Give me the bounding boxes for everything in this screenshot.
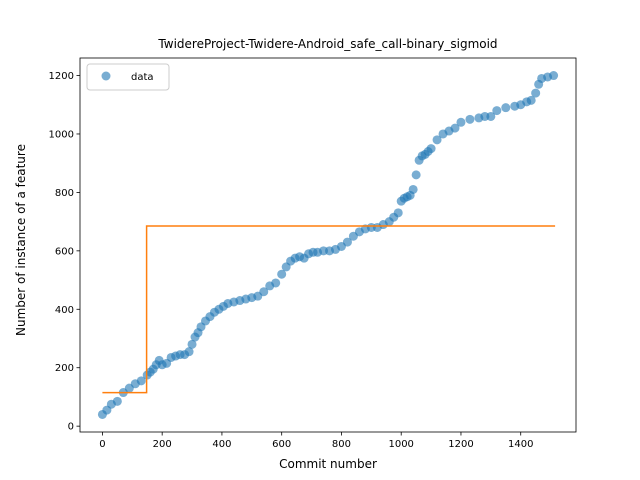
x-tick-label: 0 xyxy=(99,439,105,450)
chart-title: TwidereProject-Twidere-Android_safe_call… xyxy=(157,37,497,51)
y-tick-label: 800 xyxy=(55,188,74,199)
data-point xyxy=(486,111,496,121)
data-point xyxy=(526,95,536,105)
data-point xyxy=(465,114,475,124)
plot-area xyxy=(79,57,577,433)
y-tick-label: 400 xyxy=(55,305,74,316)
data-point xyxy=(277,269,287,279)
legend-label: data xyxy=(131,72,154,83)
data-point xyxy=(411,170,421,180)
data-point xyxy=(259,287,269,297)
x-tick-label: 1200 xyxy=(448,439,473,450)
x-tick-label: 600 xyxy=(272,439,291,450)
data-point xyxy=(187,339,197,349)
x-tick-label: 400 xyxy=(212,439,231,450)
x-axis: 0 200 400 600 800 1000 1200 1400 xyxy=(99,432,533,450)
data-point xyxy=(531,88,541,98)
data-point xyxy=(549,71,559,81)
y-tick-label: 1000 xyxy=(49,129,74,140)
x-tick-label: 200 xyxy=(153,439,172,450)
legend: data xyxy=(86,63,170,91)
x-axis-label: Commit number xyxy=(279,457,377,471)
y-tick-label: 0 xyxy=(68,422,74,433)
y-tick-label: 200 xyxy=(55,363,74,374)
legend-marker xyxy=(101,71,111,81)
data-point xyxy=(456,117,466,127)
data-point xyxy=(492,106,502,116)
axes-frame xyxy=(79,57,577,433)
x-tick-label: 1400 xyxy=(508,439,533,450)
fit-line xyxy=(102,225,556,394)
data-point xyxy=(342,237,352,247)
data-point xyxy=(393,208,403,218)
y-axis: 0 200 400 600 800 1000 1200 xyxy=(49,71,80,433)
legend-box xyxy=(86,63,170,91)
data-point xyxy=(184,347,194,357)
data-point xyxy=(112,396,122,406)
data-point xyxy=(501,103,511,113)
x-tick-label: 1000 xyxy=(388,439,413,450)
data-point xyxy=(136,376,146,386)
data-point xyxy=(426,144,436,154)
data-point xyxy=(450,123,460,133)
data-point xyxy=(271,278,281,288)
y-tick-label: 600 xyxy=(55,246,74,257)
x-tick-label: 800 xyxy=(332,439,351,450)
y-tick-label: 1200 xyxy=(49,71,74,82)
data-point xyxy=(432,135,442,145)
data-point xyxy=(408,184,418,194)
y-axis-label: Number of instance of a feature xyxy=(14,144,28,336)
